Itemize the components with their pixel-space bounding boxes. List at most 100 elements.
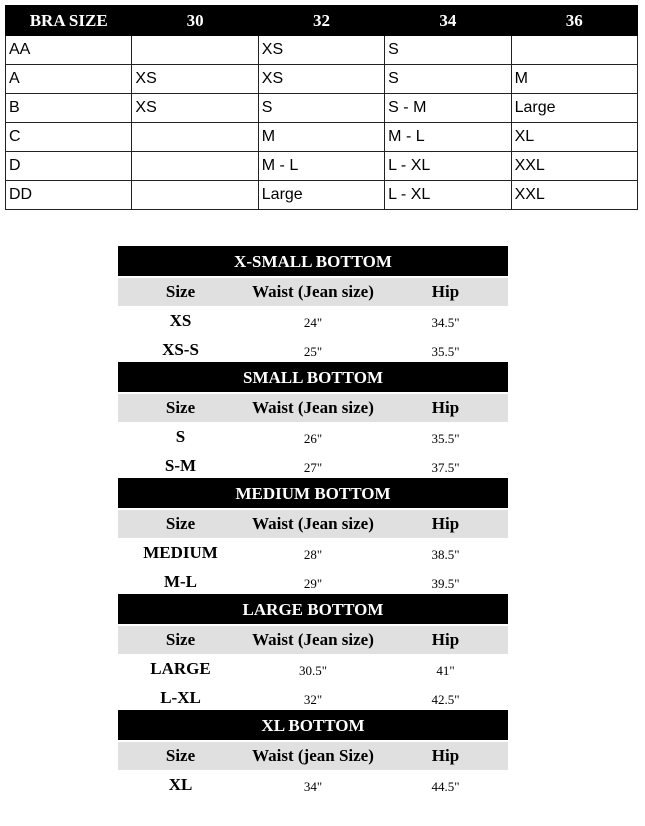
table-cell: XS [257,35,386,65]
table-cell: M-L [163,571,198,591]
column-header: Hip [431,282,460,301]
table-cell: M [257,122,386,152]
column-header: 34 [384,5,512,36]
column-header: BRA SIZE [4,5,133,36]
table-cell: A [4,64,133,94]
table-cell: Large [257,180,386,210]
table-cell: L-XL [160,687,201,707]
table-cell: XL [168,774,193,794]
table-cell: D [4,151,133,181]
column-header: Size [165,630,196,649]
table-cell: XXL [510,151,639,181]
bra-header-row: BRA SIZE 30 32 34 36 [4,5,639,36]
table-cell [131,122,259,152]
section-title: XL BOTTOM [118,710,508,740]
table-cell: XS [257,64,386,94]
table-cell: B [4,93,133,123]
table-cell [131,180,259,210]
table-row: XL 34" 44.5" [118,770,508,799]
table-row: A XS XS S M [4,64,639,94]
table-row: DD Large L - XL XXL [4,180,639,210]
table-row: S 26" 35.5" [118,422,508,451]
table-cell: LARGE [150,658,211,678]
table-cell: XL [510,122,639,152]
table-cell: 35.5" [431,343,460,359]
table-row: AA XS S [4,35,639,65]
table-cell: 38.5" [431,546,460,562]
section-title: LARGE BOTTOM [118,594,508,624]
table-cell: 29" [303,575,323,591]
table-row: B XS S S - M Large [4,93,639,123]
table-row: XS-S 25" 35.5" [118,335,508,364]
table-cell: S [384,64,512,94]
column-header: Waist (Jean size) [252,514,374,533]
table-cell: XS [169,310,192,330]
table-cell: 24" [303,314,323,330]
table-cell: 42.5" [431,691,460,707]
bottom-size-tables: X-SMALL BOTTOM Size Waist (Jean size) Hip XS… [118,246,508,826]
table-cell: M - L [257,151,386,181]
table-cell [131,151,259,181]
table-cell: L - XL [384,180,512,210]
section-header-row: Size Waist (Jean size) Hip [118,394,508,422]
table-cell: C [4,122,133,152]
table-cell: 34.5" [431,314,460,330]
column-header: 36 [510,5,639,36]
table-cell: MEDIUM [143,542,218,562]
bra-size-table: BRA SIZE 30 32 34 36 AA XS S A XS XS S M B XS S S - M La… [4,5,639,210]
table-cell: XXL [510,180,639,210]
table-cell: 37.5" [431,459,460,475]
table-cell: 35.5" [431,430,460,446]
table-cell: XS [131,93,259,123]
table-row: XS 24" 34.5" [118,306,508,335]
table-cell [510,35,639,65]
table-cell: XS [131,64,259,94]
size-section: SMALL BOTTOM Size Waist (Jean size) Hip S 26"… [118,362,508,478]
column-header: Waist (Jean size) [252,398,374,417]
table-cell: 32" [303,691,323,707]
size-section: X-SMALL BOTTOM Size Waist (Jean size) Hip XS… [118,246,508,362]
table-cell: 28" [303,546,323,562]
table-cell: XS-S [162,339,199,359]
table-cell: 25" [303,343,323,359]
table-cell: DD [4,180,133,210]
table-cell: 27" [303,459,323,475]
table-cell [131,35,259,65]
column-header: Hip [431,514,460,533]
table-cell: M - L [384,122,512,152]
table-cell: 30.5" [298,662,328,678]
section-header-row: Size Waist (Jean size) Hip [118,278,508,306]
column-header: Waist (jean Size) [252,746,374,765]
table-cell: S [257,93,386,123]
column-header: Size [165,398,196,417]
table-row: LARGE 30.5" 41" [118,654,508,683]
size-section: LARGE BOTTOM Size Waist (Jean size) Hip LARG… [118,594,508,710]
section-title: MEDIUM BOTTOM [118,478,508,508]
table-row: L-XL 32" 42.5" [118,683,508,712]
table-cell: 44.5" [431,778,460,794]
column-header: Size [165,514,196,533]
column-header: Waist (Jean size) [252,282,374,301]
section-header-row: Size Waist (Jean size) Hip [118,626,508,654]
column-header: Hip [431,746,460,765]
column-header: 32 [257,5,386,36]
table-cell: 26" [303,430,323,446]
table-cell: S-M [164,455,197,475]
column-header: Hip [431,630,460,649]
table-row: MEDIUM 28" 38.5" [118,538,508,567]
column-header: Waist (Jean size) [252,630,374,649]
size-section: MEDIUM BOTTOM Size Waist (Jean size) Hip MED… [118,478,508,594]
table-cell: L - XL [384,151,512,181]
section-header-row: Size Waist (jean Size) Hip [118,742,508,770]
table-cell: M [510,64,639,94]
column-header: Size [165,282,196,301]
section-title: SMALL BOTTOM [118,362,508,392]
table-cell: 39.5" [431,575,460,591]
table-cell: S [384,35,512,65]
table-row: M-L 29" 39.5" [118,567,508,596]
column-header: 30 [131,5,259,36]
table-row: S-M 27" 37.5" [118,451,508,480]
size-section: XL BOTTOM Size Waist (jean Size) Hip XL 34" 44… [118,710,508,826]
table-cell: S - M [384,93,512,123]
